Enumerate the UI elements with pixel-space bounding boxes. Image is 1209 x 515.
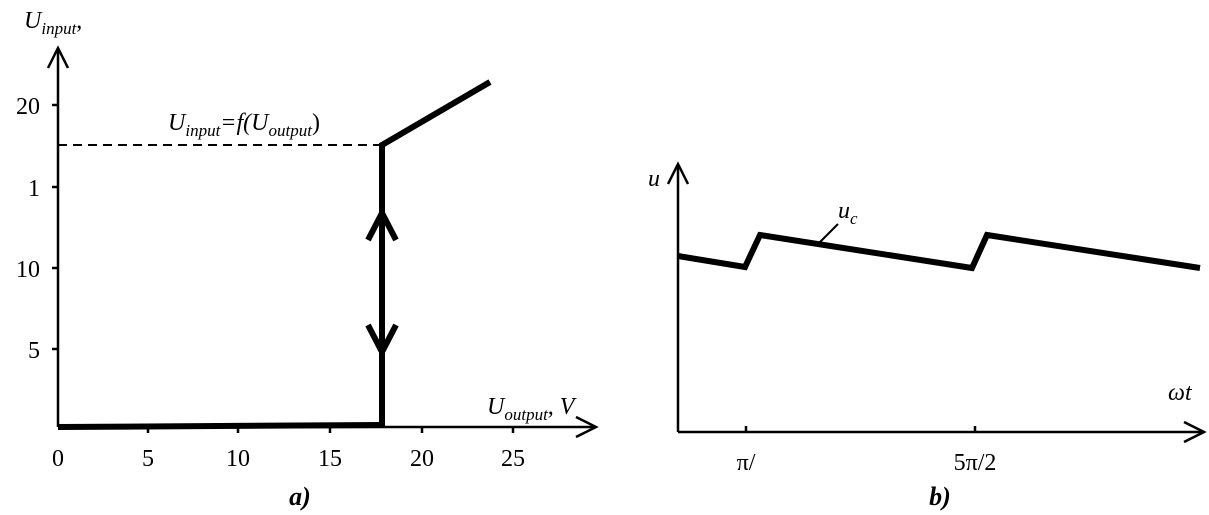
x-tick-label: 0 [52, 446, 64, 472]
ticks [52, 103, 515, 433]
y-tick-label: 20 [16, 94, 40, 120]
x-tick-label: 15 [318, 446, 342, 472]
caption: b) [929, 482, 951, 511]
y-label: Uinput, [24, 8, 82, 38]
x-label: Uoutput, V [487, 394, 577, 424]
text-part: input [41, 19, 77, 38]
x-tick-label: π/ [737, 450, 756, 476]
text-part: U [487, 394, 506, 420]
text-part: c [850, 209, 858, 228]
curve-bottom [57, 422, 383, 430]
text-part: ) [312, 110, 320, 136]
x-tick-label: 10 [226, 446, 250, 472]
panel-b: u ωt π/ 5π/2 uc b) [648, 161, 1207, 511]
text-part: u [838, 198, 850, 224]
x-tick-label: 5 [142, 446, 154, 472]
x-tick-label: 25 [501, 446, 525, 472]
curve-upper [379, 79, 492, 428]
y-tick-label: 1 [28, 176, 40, 202]
text-part: =f( [220, 110, 253, 136]
leader-line [819, 223, 839, 243]
text-part: , V [548, 394, 577, 420]
waveform [677, 231, 1201, 272]
x-arrow [1183, 420, 1207, 444]
text-part: U [168, 110, 187, 136]
x-tick-label: 20 [410, 446, 434, 472]
panel-a: Uinput, 20 1 10 5 0 5 10 15 20 25 Uoutpu… [16, 8, 599, 511]
curve-label: uc [838, 198, 858, 228]
y-tick-label: 10 [16, 257, 40, 283]
caption: a) [289, 482, 311, 511]
text-part: , [76, 8, 82, 34]
curve-label: Uinput=f(Uoutput) [168, 110, 320, 140]
y-arrow [46, 45, 70, 69]
x-label: ωt [1168, 380, 1193, 406]
y-tick-label: 5 [28, 338, 40, 364]
y-label: u [648, 166, 660, 192]
arrow-up [365, 206, 399, 242]
text-part: U [24, 8, 43, 34]
y-arrow [666, 161, 690, 185]
text-part: output [269, 121, 314, 140]
text-part: U [251, 110, 270, 136]
x-arrow [575, 415, 599, 439]
text-part: output [504, 405, 549, 424]
x-tick-label: 5π/2 [954, 450, 997, 476]
arrow-down [365, 323, 399, 359]
text-part: input [185, 121, 221, 140]
